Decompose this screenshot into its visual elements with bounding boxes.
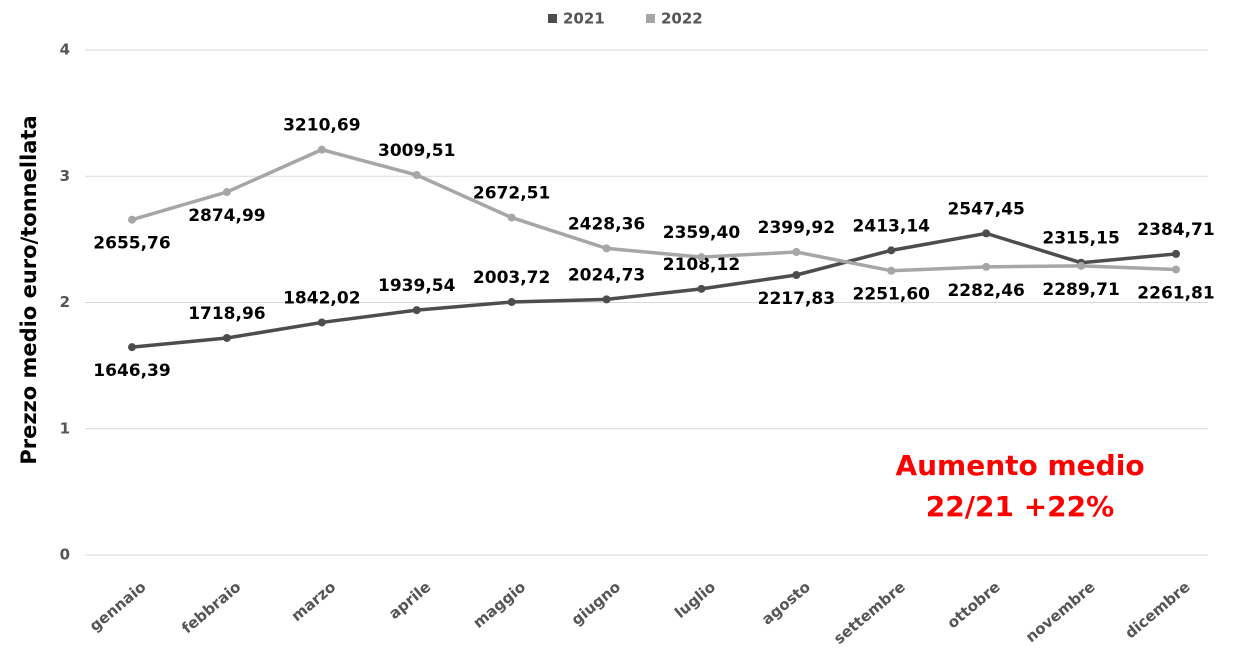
annotation: 22/21 +22% — [926, 490, 1114, 523]
data-label: 3009,51 — [378, 141, 455, 161]
data-label: 1939,54 — [378, 276, 456, 296]
point — [602, 244, 611, 253]
data-label: 2672,51 — [473, 184, 550, 204]
point — [602, 295, 611, 304]
point — [222, 188, 231, 197]
point — [792, 270, 801, 279]
data-label: 1646,39 — [93, 361, 170, 381]
data-label: 2359,40 — [663, 223, 741, 243]
point — [317, 318, 326, 327]
point — [697, 284, 706, 293]
point — [128, 215, 136, 224]
data-label: 2315,15 — [1042, 229, 1119, 249]
point — [697, 253, 706, 262]
data-label: 2399,92 — [758, 218, 835, 238]
y-tick-label: 0 — [60, 546, 70, 564]
point — [128, 343, 136, 352]
point — [1077, 261, 1086, 270]
line — [131, 231, 1177, 349]
point — [1172, 265, 1180, 274]
data-label: 2282,46 — [947, 281, 1024, 301]
data-label: 2108,12 — [663, 255, 740, 275]
y-axis-label: Prezzo medio euro/tonnellata — [17, 115, 41, 464]
data-label: 1842,02 — [283, 288, 360, 308]
y-tick-label: 1 — [60, 419, 70, 437]
x-tick-label: agosto — [758, 578, 814, 629]
y-tick-label: 4 — [60, 41, 70, 59]
x-tick-label: gennaio — [86, 578, 150, 635]
data-label: 2874,99 — [188, 206, 265, 226]
annotation: Aumento medio — [895, 449, 1144, 482]
legend-label: 2022 — [661, 10, 703, 28]
point — [317, 145, 326, 154]
data-label: 2024,73 — [568, 265, 645, 285]
point — [222, 333, 231, 342]
legend-swatch — [646, 14, 655, 23]
y-tick-label: 2 — [60, 293, 70, 311]
x-tick-label: luglio — [671, 578, 719, 622]
data-label: 2003,72 — [473, 268, 550, 288]
data-label: 3210,69 — [283, 116, 360, 136]
point — [412, 171, 421, 180]
x-tick-label: settembre — [830, 578, 909, 648]
point — [887, 246, 896, 255]
point — [507, 213, 516, 222]
x-tick-label: marzo — [288, 578, 340, 625]
data-label: 2413,14 — [853, 216, 931, 236]
point — [887, 266, 896, 275]
data-label: 2251,60 — [853, 285, 931, 305]
point — [982, 262, 991, 271]
data-label: 2289,71 — [1042, 280, 1119, 300]
x-tick-label: ottobre — [944, 578, 1004, 632]
x-tick-label: aprile — [385, 578, 434, 623]
x-tick-label: giugno — [568, 578, 624, 629]
legend-label: 2021 — [563, 10, 605, 28]
line — [131, 147, 1177, 273]
data-label: 2261,81 — [1137, 283, 1214, 303]
y-tick-label: 3 — [60, 167, 70, 185]
point — [507, 298, 516, 307]
data-label: 2547,45 — [947, 199, 1024, 219]
data-label: 1718,96 — [188, 304, 265, 324]
data-label: 2655,76 — [93, 234, 170, 254]
legend-swatch — [548, 14, 557, 23]
data-label: 2428,36 — [568, 214, 645, 234]
point — [792, 248, 801, 257]
point — [1172, 249, 1180, 258]
x-tick-label: dicembre — [1121, 578, 1193, 642]
point — [412, 306, 421, 315]
data-label: 2384,71 — [1137, 220, 1214, 240]
x-tick-label: febbraio — [178, 578, 244, 638]
x-tick-label: maggio — [470, 578, 530, 632]
data-label: 2217,83 — [758, 289, 835, 309]
x-tick-label: novembre — [1022, 578, 1099, 646]
point — [982, 229, 991, 238]
